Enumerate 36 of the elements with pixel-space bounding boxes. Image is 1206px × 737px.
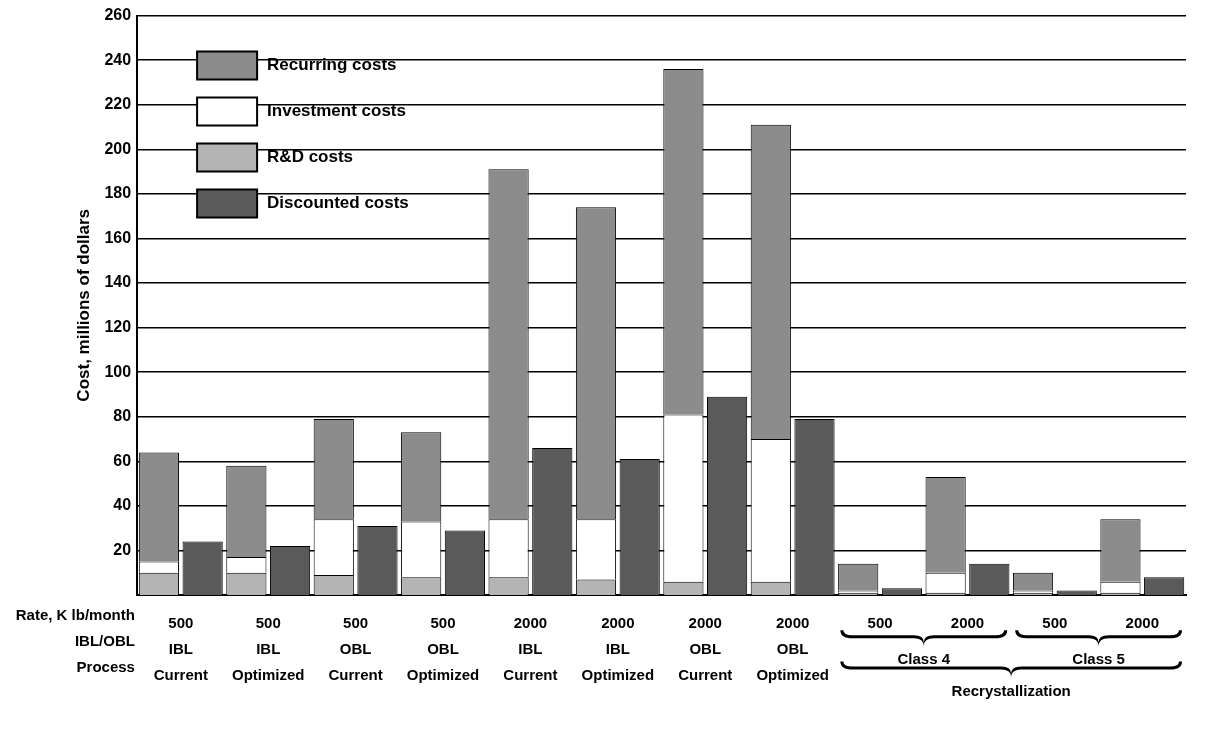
text: Recrystallization <box>951 681 1071 699</box>
x-tick-label: 2000 <box>1125 614 1159 632</box>
x-tick-label: 2000 <box>950 614 985 632</box>
legend-label: Recurring costs <box>267 55 397 75</box>
y-tick-label: 20 <box>113 540 132 558</box>
text: Class 5 <box>1072 650 1125 668</box>
x-tick-label: 500 <box>1042 614 1068 632</box>
x-tick-label: 2000 OBL Optimized <box>756 614 829 684</box>
x-tick-label: 2000 IBL Optimized <box>581 614 655 684</box>
y-tick-label: 240 <box>104 50 132 68</box>
x-tick-label: 500 OBL Optimized <box>406 614 480 684</box>
y-tick-label: 100 <box>104 362 132 380</box>
x-tick-label: 500 IBL Current <box>153 614 208 684</box>
legend-label: R&D costs <box>267 147 354 167</box>
x-tick-label: 2000 IBL Current <box>503 614 558 684</box>
y-tick-label: 180 <box>104 184 132 202</box>
x-tick-label: 2000 OBL Current <box>678 614 733 684</box>
y-tick-label: 200 <box>104 139 132 157</box>
y-axis-title: Cost, millions of dollars <box>73 208 93 402</box>
y-tick-label: 140 <box>104 273 132 291</box>
text: Rate, K lb/month <box>15 606 135 624</box>
y-tick-label: 60 <box>113 451 132 469</box>
text: Process <box>76 658 135 676</box>
y-tick-label: 220 <box>104 95 132 113</box>
x-tick-label: 500 <box>867 614 893 632</box>
legend-label: Investment costs <box>267 101 406 121</box>
y-tick-label: 40 <box>113 496 132 514</box>
y-tick-label: 120 <box>104 317 132 335</box>
text: IBL/OBL <box>74 632 135 650</box>
legend-label: Discounted costs <box>267 193 409 213</box>
y-tick-label: 260 <box>104 6 132 24</box>
x-tick-label: 500 IBL Optimized <box>231 614 305 684</box>
y-tick-label: 160 <box>104 228 132 246</box>
text: Class 4 <box>897 650 951 668</box>
x-tick-label: 500 OBL Current <box>328 614 383 684</box>
y-tick-label: 80 <box>113 407 132 425</box>
